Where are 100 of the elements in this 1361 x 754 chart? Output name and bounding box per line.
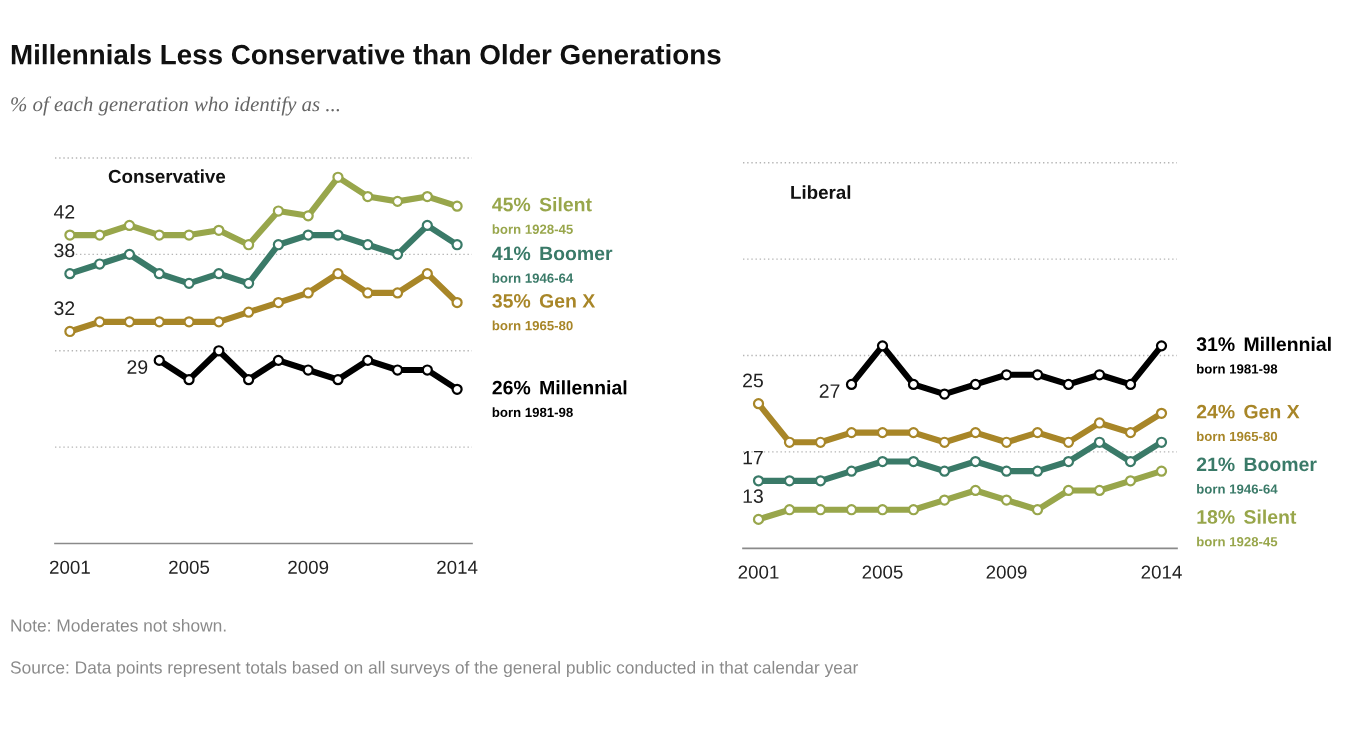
text: Millennial xyxy=(540,380,627,395)
point xyxy=(1031,504,1044,516)
data-label: 38 xyxy=(54,243,75,258)
point xyxy=(64,268,76,280)
point xyxy=(752,398,765,410)
point xyxy=(183,374,195,386)
point xyxy=(272,239,285,251)
point xyxy=(845,427,858,439)
data-label: 24% xyxy=(1196,404,1235,419)
point xyxy=(1093,417,1106,429)
text: Gen X xyxy=(539,294,596,308)
point xyxy=(183,277,195,289)
point xyxy=(1124,378,1137,391)
point xyxy=(1155,436,1168,448)
point xyxy=(242,374,255,386)
point xyxy=(153,316,165,328)
x-tick-label: 2001 xyxy=(738,565,779,579)
point xyxy=(421,190,433,203)
point xyxy=(845,504,858,516)
point xyxy=(123,316,136,328)
point xyxy=(969,455,982,468)
point xyxy=(123,219,136,232)
point xyxy=(1093,484,1106,497)
x-tick-label: 2014 xyxy=(1141,565,1182,579)
text: born 1928-45 xyxy=(492,224,573,234)
point xyxy=(362,239,374,251)
data-label: 42 xyxy=(53,204,75,219)
text: born 1981-98 xyxy=(492,407,573,418)
text: Boomer xyxy=(1244,457,1317,472)
point xyxy=(752,513,765,525)
point xyxy=(845,378,858,391)
point xyxy=(183,229,195,241)
point xyxy=(1093,436,1106,448)
point xyxy=(969,427,982,439)
point xyxy=(213,224,225,236)
point xyxy=(153,354,165,367)
x-tick-label: 2009 xyxy=(288,560,329,574)
x-tick-label: 2009 xyxy=(986,565,1027,579)
point xyxy=(1093,369,1106,381)
point xyxy=(94,258,106,270)
point xyxy=(814,436,827,448)
point xyxy=(451,383,463,395)
point xyxy=(1124,475,1137,487)
point xyxy=(391,195,404,207)
data-label: 45% xyxy=(492,197,531,212)
point xyxy=(1000,369,1013,381)
point xyxy=(332,268,344,280)
text: Note: Moderates not shown. xyxy=(11,618,226,632)
point xyxy=(814,475,827,487)
point xyxy=(421,364,433,376)
point xyxy=(183,316,195,328)
point xyxy=(1124,455,1137,468)
point xyxy=(451,296,463,309)
point xyxy=(1000,494,1013,506)
data-label: 32 xyxy=(54,301,75,316)
point xyxy=(391,364,404,376)
point xyxy=(783,436,796,448)
data-label: 18% xyxy=(1197,510,1235,524)
point xyxy=(332,374,344,386)
chart-title: Conservative xyxy=(108,169,226,184)
point xyxy=(907,504,920,516)
point xyxy=(783,504,796,516)
point xyxy=(451,200,463,212)
point xyxy=(783,475,796,487)
point xyxy=(1031,369,1044,381)
point xyxy=(391,248,404,260)
point xyxy=(1124,427,1137,439)
point xyxy=(242,277,255,289)
text: Boomer xyxy=(540,246,613,261)
text: Millennials Less Conservative than Older Generations xyxy=(11,44,721,65)
point xyxy=(153,268,165,280)
point xyxy=(242,306,255,318)
x-tick-label: 2001 xyxy=(49,560,90,574)
text: Gen X xyxy=(1244,404,1300,419)
point xyxy=(362,287,374,299)
data-label: 17 xyxy=(743,450,763,465)
point xyxy=(362,354,374,367)
point xyxy=(213,316,225,328)
point xyxy=(1062,378,1075,391)
point xyxy=(1062,455,1075,468)
point xyxy=(814,504,827,516)
data-label: 29 xyxy=(127,360,148,374)
text: born 1965-80 xyxy=(492,320,573,331)
point xyxy=(213,268,225,280)
point xyxy=(153,229,165,241)
point xyxy=(907,427,920,439)
point xyxy=(876,504,889,516)
point xyxy=(272,354,285,367)
point xyxy=(1000,436,1013,448)
source-note: Source: Data points represent totals based on all surveys of the general public conducted in that calendar year xyxy=(10,660,859,678)
point xyxy=(242,239,255,251)
point xyxy=(907,378,920,391)
data-label: 35% xyxy=(492,294,531,308)
text: born 1981-98 xyxy=(1197,363,1278,374)
point xyxy=(938,494,951,506)
point xyxy=(302,364,314,376)
point xyxy=(1031,427,1044,439)
point xyxy=(362,190,374,203)
point xyxy=(845,465,858,477)
point xyxy=(1155,465,1168,477)
